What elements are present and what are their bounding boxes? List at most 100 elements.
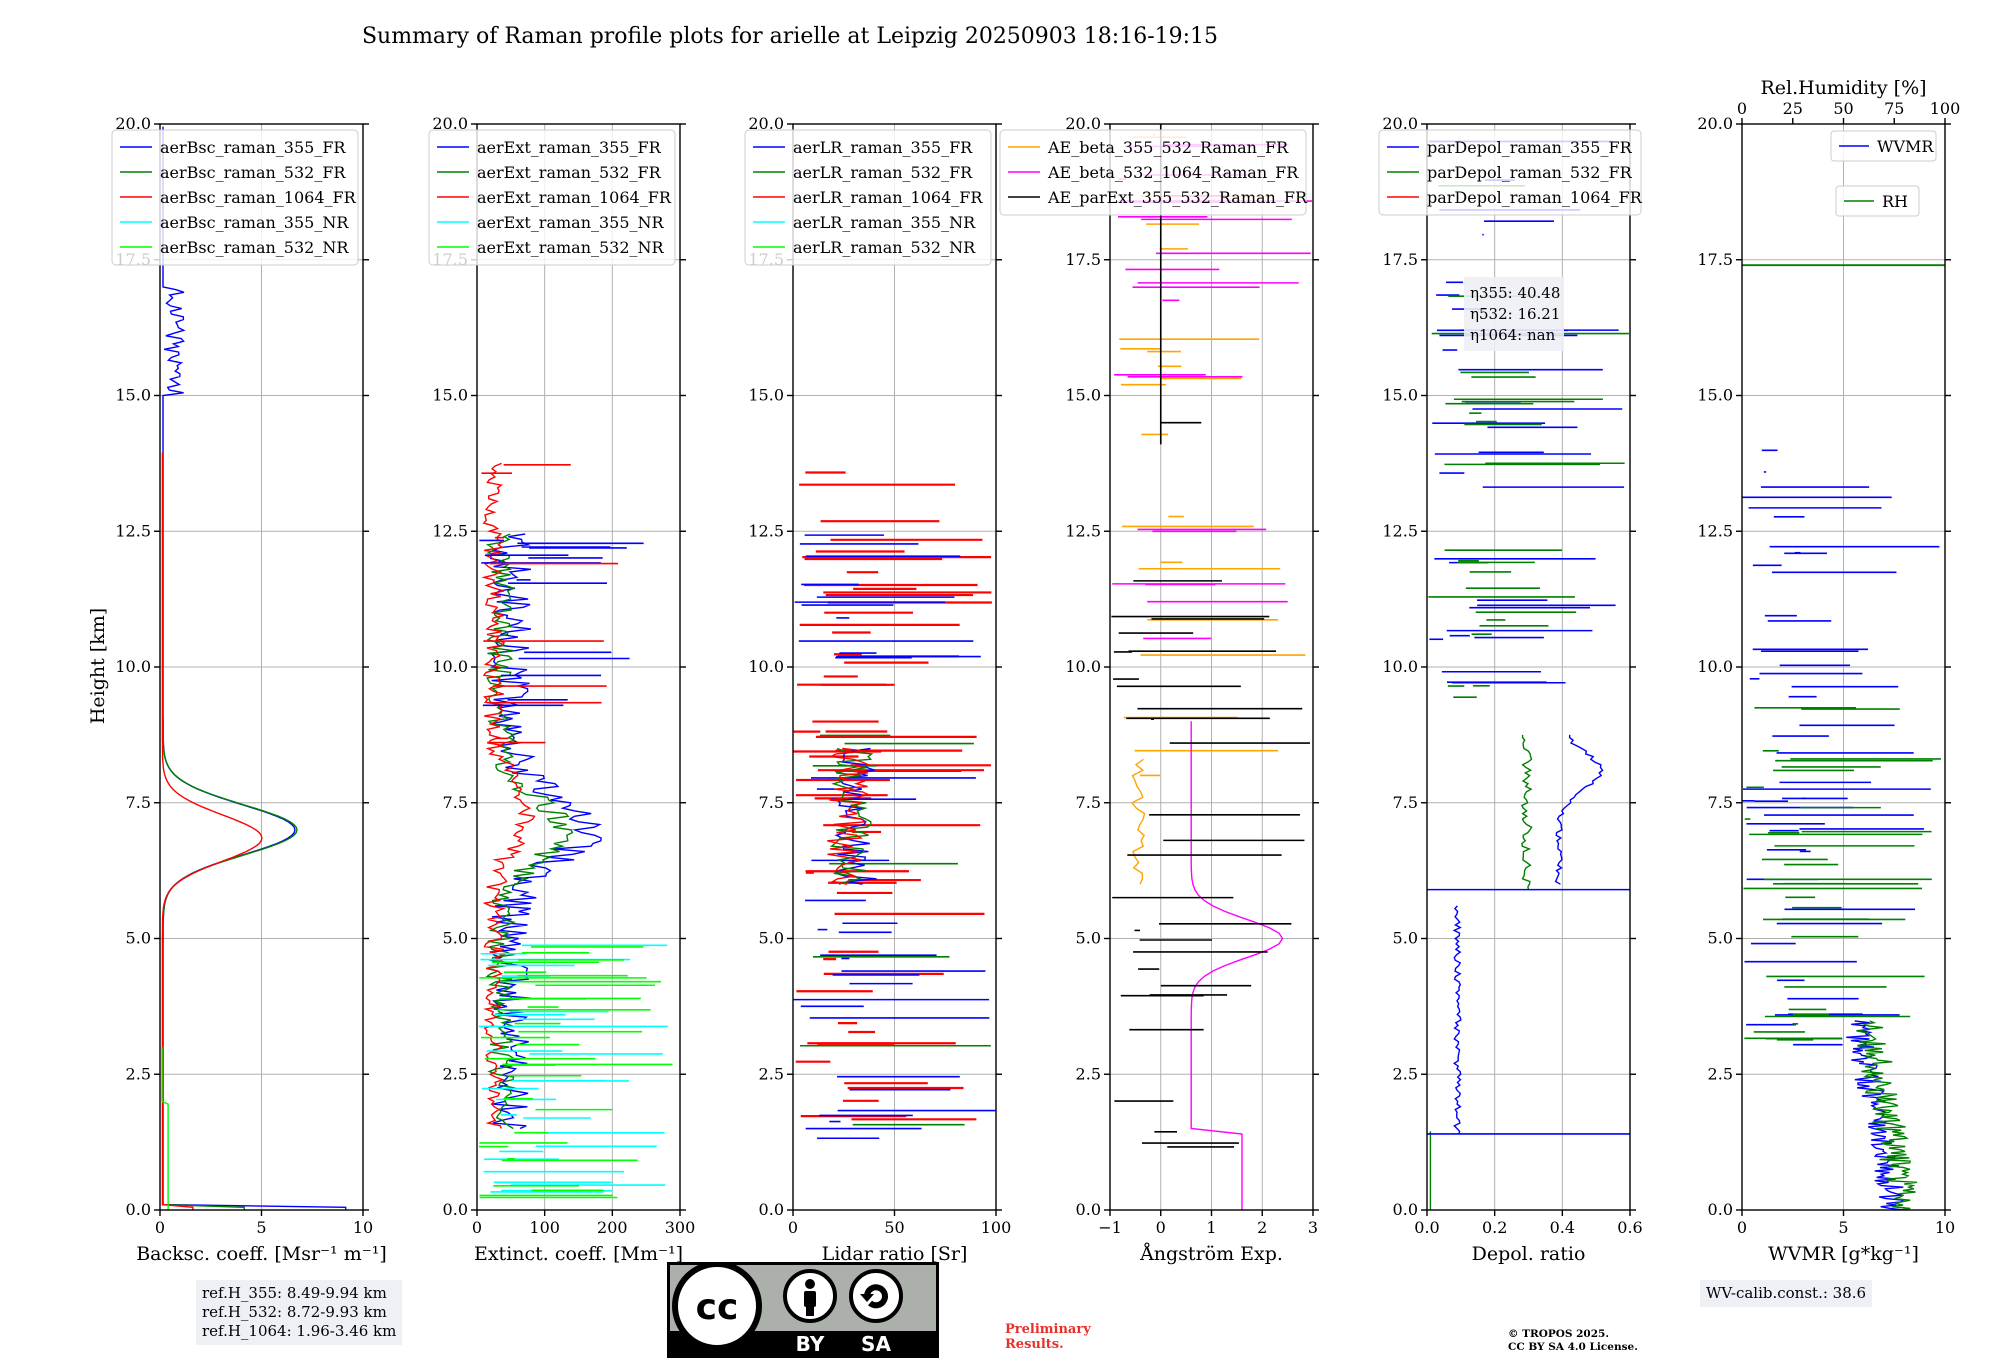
y-tick-label: 15.0 (1065, 386, 1101, 405)
legend-ext: aerExt_raman_355_FR aerExt_raman_532_FRae… (428, 129, 676, 266)
cc-icon (672, 1261, 762, 1351)
legend-box (428, 129, 676, 266)
trace-bsc-532 (162, 452, 298, 1210)
traces-wv (1742, 264, 1945, 1210)
ref-height-1064: ref.H_1064: 1.96-3.46 km (202, 1322, 397, 1340)
y-tick-label: 10.0 (1697, 657, 1733, 676)
trace-depol-532-cirrus (1520, 734, 1533, 890)
top-x-tick-label: 25 (1783, 99, 1803, 118)
preliminary-line-1: Preliminary (1005, 1322, 1091, 1337)
preliminary-line-2: Results. (1005, 1337, 1064, 1352)
top-x-tick-label: 0 (1737, 99, 1747, 118)
legend-wv: WVMR RH (1830, 130, 1937, 217)
y-tick-label: 5.0 (1708, 929, 1733, 948)
trace-depol-355-cirrus (1554, 734, 1604, 885)
y-tick-label: 15.0 (1697, 386, 1733, 405)
legend-entry-parDepol_raman_1064_FR: parDepol_raman_1064_FR (1427, 188, 1643, 207)
x-tick-label: 0.2 (1482, 1218, 1507, 1237)
legend-entry-aerBsc_raman_532_NR: aerBsc_raman_532_NR (160, 238, 349, 257)
legend-entry-AE_beta_355_532_Raman_FR: AE_beta_355_532_Raman_FR (1047, 138, 1289, 157)
y-tick-label: 7.5 (1076, 793, 1101, 812)
x-tick-label: 1 (1206, 1218, 1216, 1237)
x-tick-label: 2 (1257, 1218, 1267, 1237)
legend-entry-aerLR_raman_355_FR: aerLR_raman_355_FR (793, 138, 973, 157)
copyright-line-1: © TROPOS 2025. (1508, 1328, 1610, 1340)
copyright-note: © TROPOS 2025. CC BY SA 4.0 License. (1508, 1328, 1638, 1354)
eta-value: η532: 16.21 (1470, 305, 1560, 323)
y-tick-label: 7.5 (1708, 793, 1733, 812)
y-tick-label: 12.5 (432, 521, 468, 540)
y-tick-label: 12.5 (1697, 521, 1733, 540)
cc-by-sa-logo: cc BY SA (667, 1261, 939, 1358)
x-tick-label: −1 (1098, 1218, 1122, 1237)
x-tick-label: 0 (1156, 1218, 1166, 1237)
top-x-axis-label: Rel.Humidity [%] (1760, 77, 1926, 99)
y-tick-label: 5.0 (443, 929, 468, 948)
legend-entry-aerBsc_raman_532_FR: aerBsc_raman_532_FR (160, 163, 346, 182)
legend-box (999, 129, 1307, 216)
preliminary-note: Preliminary Results. (1005, 1322, 1091, 1352)
legend-box (1835, 185, 1920, 217)
y-tick-label: 0.0 (1708, 1200, 1733, 1219)
y-tick-label: 7.5 (1393, 793, 1418, 812)
y-tick-label: 20.0 (1697, 114, 1733, 133)
eta-value: η1064: nan (1470, 326, 1556, 344)
ref-height-532: ref.H_532: 8.72-9.93 km (202, 1303, 387, 1321)
y-tick-label: 17.5 (1065, 250, 1101, 269)
legend-entry-parDepol_raman_355_FR: parDepol_raman_355_FR (1427, 138, 1633, 157)
eta-box (1464, 277, 1564, 351)
legend-box (111, 129, 359, 266)
panel-lr: 0.02.55.07.510.012.515.017.520.0050100Li… (744, 114, 1011, 1265)
x-tick-label: 10 (1935, 1218, 1955, 1237)
trace-ae-532-1064 (1190, 721, 1284, 1210)
y-tick-label: 12.5 (1065, 521, 1101, 540)
y-tick-label: 0.0 (759, 1200, 784, 1219)
x-tick-label: 3 (1308, 1218, 1318, 1237)
legend-entry-parDepol_raman_532_FR: parDepol_raman_532_FR (1427, 163, 1633, 182)
y-tick-label: 17.5 (1697, 250, 1733, 269)
panel-ext: 0.02.55.07.510.012.515.017.520.001002003… (428, 114, 696, 1265)
top-x-tick-label: 50 (1833, 99, 1853, 118)
eta-value: η355: 40.48 (1470, 284, 1560, 302)
trace-depol-355-low (1452, 905, 1462, 1135)
legend-entry-aerExt_raman_355_FR: aerExt_raman_355_FR (477, 138, 662, 157)
panel-bsc: 0.02.55.07.510.012.515.017.520.00510Back… (111, 114, 387, 1265)
x-tick-label: 10 (353, 1218, 373, 1237)
x-axis-label-ext: Extinct. coeff. [Mm⁻¹] (474, 1243, 683, 1265)
legend-entry-rh: RH (1882, 192, 1908, 211)
legend-box (1378, 129, 1642, 216)
panel-depol: 0.0 2.5 5.0 7.5 10.0 12.5 15.0 17.5 20.0 0.0 0.2 0.… (1378, 114, 1643, 1265)
y-tick-label: 10.0 (748, 657, 784, 676)
y-tick-label: 2.5 (443, 1064, 468, 1083)
y-tick-label: 12.5 (115, 521, 151, 540)
y-tick-label: 20.0 (748, 114, 784, 133)
y-tick-label: 2.5 (126, 1064, 151, 1083)
y-tick-label: 0.0 (1076, 1200, 1101, 1219)
x-tick-label: 300 (665, 1218, 696, 1237)
panel-wv: 0.0 2.5 5.0 7.5 10.0 12.5 15.0 17.5 20.00 5 10 WVMR… (1697, 77, 1960, 1265)
trace-ae-355-532-profile (1130, 758, 1146, 885)
legend-entry-aerLR_raman_1064_FR: aerLR_raman_1064_FR (793, 188, 983, 207)
y-tick-label: 5.0 (759, 929, 784, 948)
x-tick-label: 0 (155, 1218, 165, 1237)
y-tick-label: 2.5 (1708, 1064, 1733, 1083)
legend-entry-aerExt_raman_532_NR: aerExt_raman_532_NR (477, 238, 665, 257)
x-axis-label-lr: Lidar ratio [Sr] (822, 1243, 968, 1265)
x-tick-label: 50 (884, 1218, 904, 1237)
legend-entry-aerLR_raman_532_FR: aerLR_raman_532_FR (793, 163, 973, 182)
y-tick-label: 2.5 (1076, 1064, 1101, 1083)
trace-lr-1064-profile (827, 747, 872, 885)
x-tick-label: 5 (1838, 1218, 1848, 1237)
x-tick-label: 0.6 (1617, 1218, 1642, 1237)
svg-text:cc: cc (696, 1287, 739, 1328)
x-tick-label: 100 (529, 1218, 560, 1237)
top-x-tick-label: 100 (1930, 99, 1961, 118)
x-axis-label-wv: WVMR [g*kg⁻¹] (1768, 1243, 1919, 1265)
ref-height-355: ref.H_355: 8.49-9.94 km (202, 1284, 387, 1302)
y-tick-label: 12.5 (1382, 521, 1418, 540)
legend-box (1830, 130, 1937, 162)
legend-entry-AE_beta_532_1064_Raman_FR: AE_beta_532_1064_Raman_FR (1047, 163, 1299, 182)
panel-ae: 0.0 2.5 5.0 7.5 10.0 12.5 15.0 17.5 20.0 −1 0 1 2 3 Ån… (999, 114, 1319, 1265)
trace-ext-532 (485, 533, 574, 1130)
